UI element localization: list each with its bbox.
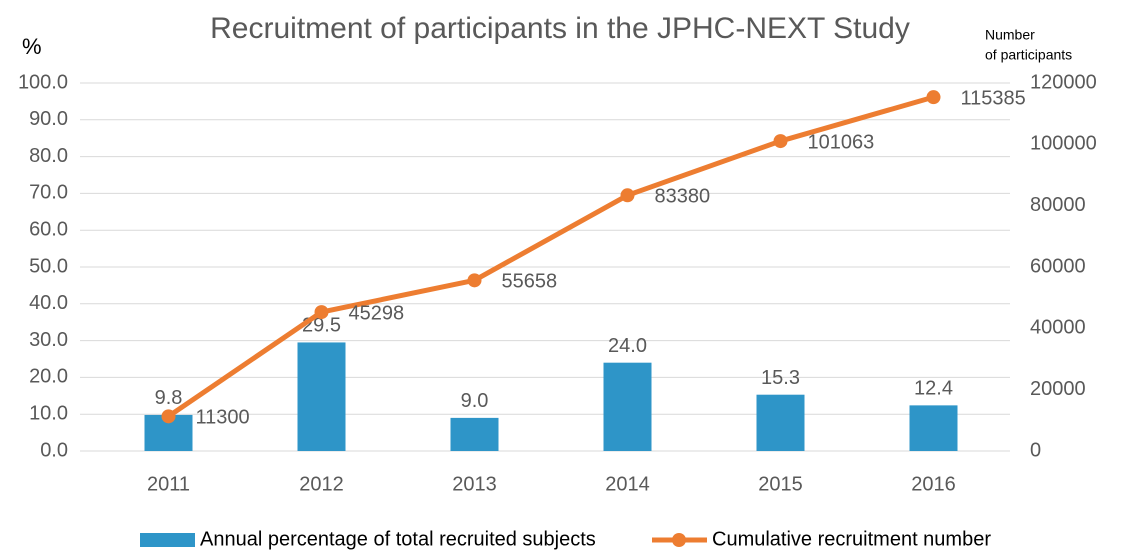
x-tick-label: 2012 <box>299 473 344 495</box>
line-value-label: 55658 <box>502 271 558 293</box>
line-value-label: 115385 <box>961 87 1026 109</box>
y2-tick-label: 100000 <box>1030 133 1097 155</box>
y2-tick-label: 20000 <box>1030 378 1086 400</box>
y2-tick-label: 60000 <box>1030 255 1086 277</box>
bar <box>603 362 652 451</box>
line-marker <box>926 90 941 105</box>
y-tick-label: 0.0 <box>40 439 68 461</box>
legend-swatch <box>672 533 686 547</box>
y-axis-label: % <box>22 34 42 59</box>
bar <box>450 417 499 451</box>
y2-axis-label: of participants <box>985 47 1072 63</box>
bar-value-label: 24.0 <box>608 335 647 357</box>
legend-swatch <box>140 533 195 547</box>
line-value-label: 83380 <box>655 186 711 208</box>
bar <box>297 342 346 451</box>
x-tick-label: 2015 <box>758 473 803 495</box>
line-marker <box>314 305 329 320</box>
line-value-label: 101063 <box>808 131 875 153</box>
line-value-label: 45298 <box>349 302 405 324</box>
bar-value-label: 9.0 <box>461 390 489 412</box>
y-tick-label: 80.0 <box>29 145 68 167</box>
line-marker <box>467 273 482 288</box>
chart-title: Recruitment of participants in the JPHC-… <box>210 12 910 45</box>
line-value-label: 11300 <box>196 407 250 429</box>
x-tick-label: 2013 <box>452 473 497 495</box>
x-tick-label: 2016 <box>911 473 956 495</box>
legend-label: Annual percentage of total recruited sub… <box>200 528 596 550</box>
x-tick-label: 2014 <box>605 473 650 495</box>
line <box>167 94 935 419</box>
y-tick-label: 70.0 <box>29 182 68 204</box>
y2-tick-label: 0 <box>1030 439 1041 461</box>
bar-value-label: 15.3 <box>761 367 800 389</box>
legend-label: Cumulative recruitment number <box>712 528 991 550</box>
line-marker <box>620 188 635 203</box>
line-marker <box>773 134 788 149</box>
y-tick-label: 50.0 <box>29 255 68 277</box>
y-tick-label: 60.0 <box>29 218 68 240</box>
y2-axis-label: Number <box>985 27 1035 43</box>
y2-tick-label: 80000 <box>1030 194 1086 216</box>
y-tick-label: 100.0 <box>18 71 68 93</box>
y-tick-label: 10.0 <box>29 402 68 424</box>
y-tick-label: 40.0 <box>29 292 68 314</box>
line-marker <box>161 409 176 424</box>
y2-tick-label: 120000 <box>1030 71 1097 93</box>
y-tick-label: 20.0 <box>29 366 68 388</box>
bar-value-label: 9.8 <box>155 387 183 409</box>
x-tick-label: 2011 <box>147 473 190 495</box>
bar <box>909 405 958 451</box>
y-tick-label: 90.0 <box>29 108 68 130</box>
bar-value-label: 12.4 <box>914 378 953 400</box>
y2-tick-label: 40000 <box>1030 317 1086 339</box>
y-tick-label: 30.0 <box>29 329 68 351</box>
bar <box>756 394 805 451</box>
